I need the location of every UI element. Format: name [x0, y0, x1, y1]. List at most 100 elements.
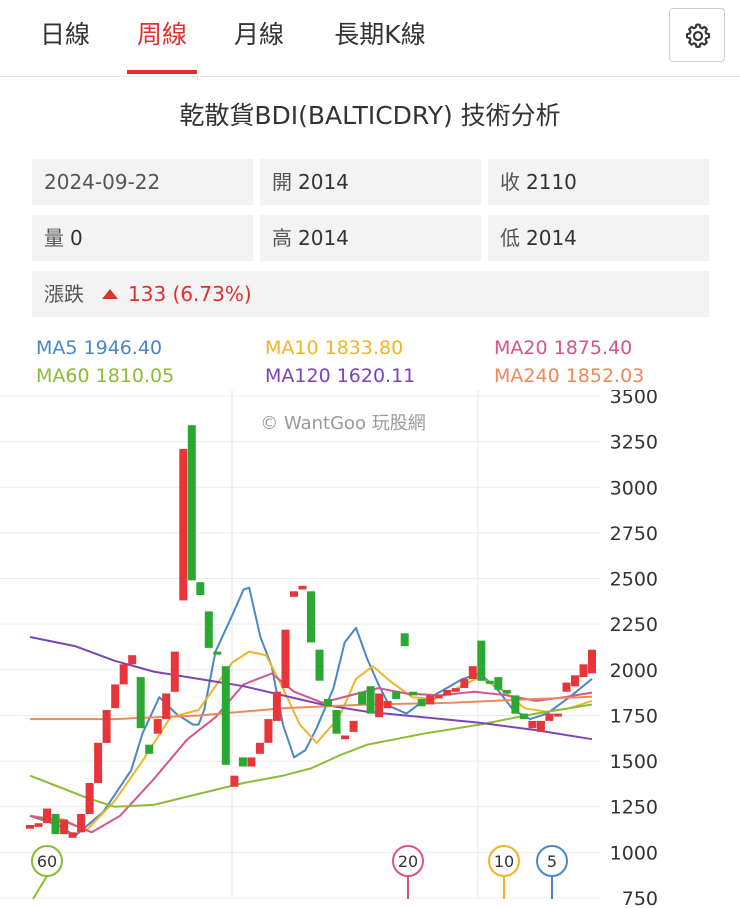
ma60-badge: 60 [31, 845, 63, 900]
candle [358, 691, 367, 705]
candle [511, 695, 520, 714]
info-close: 收 2110 [488, 159, 709, 205]
badge-label: 20 [398, 852, 418, 871]
ma5-badge: 5 [536, 845, 568, 899]
candle [162, 693, 171, 720]
ma240-legend: MA240 1852.03 [494, 365, 645, 387]
y-tick-label: 1000 [610, 842, 658, 864]
candle [468, 666, 477, 679]
y-tick-label: 2750 [610, 523, 658, 545]
candle [519, 713, 528, 720]
candle [34, 823, 43, 827]
y-tick-label: 750 [622, 888, 658, 909]
candle [307, 591, 315, 643]
candle [536, 720, 545, 732]
y-tick-label: 3500 [610, 390, 658, 408]
candle [375, 693, 384, 718]
candle [477, 640, 486, 681]
candle [485, 680, 494, 684]
tab-daily[interactable]: 日線 [39, 20, 90, 49]
candle [553, 713, 562, 717]
ma10-legend: MA10 1833.80 [265, 337, 404, 359]
tab-monthly[interactable]: 月線 [233, 20, 284, 49]
ma20-legend: MA20 1875.40 [494, 337, 633, 359]
y-tick-label: 1250 [610, 797, 658, 819]
candle [26, 825, 34, 829]
ma60-line [29, 703, 593, 808]
candle [341, 735, 350, 740]
candle [119, 664, 128, 685]
tab-weekly[interactable]: 周線 [136, 20, 187, 49]
y-tick-label: 3250 [610, 432, 658, 454]
candle [102, 710, 111, 743]
candle [417, 699, 426, 707]
candle [588, 649, 596, 674]
candle [281, 629, 290, 689]
candle [43, 808, 51, 824]
y-tick-label: 2250 [610, 614, 658, 636]
candle [170, 651, 179, 692]
ma20-line [29, 672, 593, 834]
candle [349, 720, 358, 732]
candle [77, 814, 86, 833]
badge-label: 60 [37, 852, 57, 871]
candle [68, 832, 77, 838]
candle [409, 691, 418, 696]
ma120-line [29, 636, 593, 741]
candle [196, 582, 205, 595]
candle [502, 689, 511, 694]
period-tabs: 日線 周線 月線 長期K線 [0, 0, 740, 77]
up-arrow-icon [102, 289, 118, 299]
ma20-badge: 20 [392, 845, 424, 899]
ma240-line [30, 695, 593, 721]
candle [315, 649, 324, 681]
candle [94, 742, 103, 783]
candle [111, 684, 120, 709]
gear-icon [685, 23, 711, 48]
candle [136, 677, 145, 729]
ma-badges: 60 20 10 5 [31, 845, 568, 900]
candlesticks [26, 425, 596, 838]
info-change: 漲跌 133 (6.73%) [32, 271, 709, 317]
badge-label: 10 [494, 852, 514, 871]
ma60-legend: MA60 1810.05 [36, 365, 175, 387]
candle [400, 633, 409, 647]
candle [392, 691, 401, 699]
candle [153, 719, 162, 734]
ma10-badge: 10 [488, 845, 520, 899]
candle [264, 719, 273, 743]
watermark: © WantGoo 玩股網 [260, 413, 426, 434]
page-title: 乾散貨BDI(BALTICDRY) 技術分析 [179, 101, 561, 130]
settings-button[interactable] [669, 8, 725, 62]
candle [426, 695, 435, 705]
ma120-legend: MA120 1620.11 [265, 365, 416, 387]
candle [366, 686, 375, 714]
candle [298, 585, 307, 590]
candle [443, 689, 452, 696]
candle [51, 814, 60, 835]
candle [272, 691, 281, 721]
price-chart[interactable]: 750 1000 1250 1500 1750 2000 2250 2500 2750 3000 3… [0, 390, 740, 909]
candle [238, 757, 247, 767]
candle [434, 695, 443, 699]
candle [460, 678, 469, 688]
y-tick-label: 3000 [610, 477, 658, 499]
y-tick-label: 1500 [610, 751, 658, 773]
active-tab-indicator [127, 70, 197, 74]
candle [571, 675, 579, 687]
candle [332, 710, 341, 734]
candle [528, 720, 537, 729]
candle [221, 666, 230, 765]
ma5-legend: MA5 1946.40 [36, 337, 163, 359]
badge-label: 5 [547, 852, 557, 871]
y-tick-label: 2000 [610, 660, 658, 682]
candle [128, 655, 137, 665]
candle [204, 611, 213, 648]
candle [187, 425, 196, 581]
candle [579, 664, 588, 678]
candle [562, 682, 571, 692]
info-open: 開 2014 [260, 159, 481, 205]
tab-long-term[interactable]: 長期K線 [334, 20, 426, 49]
change-value: 133 (6.73%) [128, 282, 252, 306]
